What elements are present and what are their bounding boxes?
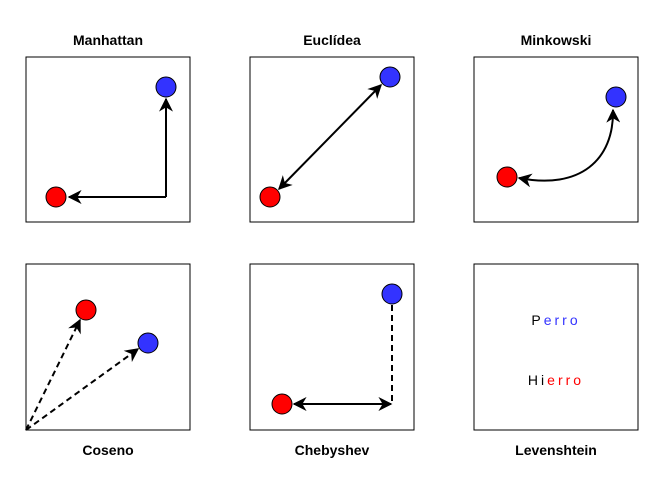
panel-title-coseno: Coseno <box>82 442 133 458</box>
word-char: r <box>558 372 566 388</box>
word-char: e <box>544 312 555 328</box>
coseno-vector-red <box>25 318 81 431</box>
panel-title-chebyshev: Chebyshev <box>295 442 370 458</box>
word-char: H <box>528 372 541 388</box>
panel-title-minkowski: Minkowski <box>521 32 592 48</box>
word-char: e <box>547 372 558 388</box>
word-char: i <box>541 372 547 388</box>
word-char: r <box>566 372 574 388</box>
word-char: r <box>562 312 570 328</box>
point-red <box>496 166 518 188</box>
panel-levenshtein: Perro Hierro Levenshtein <box>473 263 639 458</box>
point-red <box>259 186 281 208</box>
point-blue <box>155 76 177 98</box>
point-red <box>45 186 67 208</box>
panel-euclidea: Euclídea <box>249 32 415 223</box>
panel-box-minkowski <box>473 56 639 223</box>
panel-minkowski: Minkowski <box>473 32 639 223</box>
panel-manhattan: Manhattan <box>25 32 191 223</box>
levenshtein-word-1: Perro <box>531 312 580 328</box>
panel-title-euclidea: Euclídea <box>303 32 361 48</box>
point-blue <box>381 283 403 305</box>
panel-box-coseno <box>25 263 191 431</box>
panel-chebyshev: Chebyshev <box>249 263 415 458</box>
word-char: o <box>573 372 584 388</box>
point-blue <box>137 332 159 354</box>
panel-title-levenshtein: Levenshtein <box>515 442 597 458</box>
word-char: o <box>570 312 581 328</box>
point-red <box>75 299 97 321</box>
levenshtein-word-2: Hierro <box>528 372 584 388</box>
panel-title-manhattan: Manhattan <box>73 32 143 48</box>
panel-box-levenshtein <box>473 263 639 431</box>
panel-coseno: Coseno <box>25 263 191 458</box>
point-red <box>271 393 293 415</box>
coseno-vector-blue <box>25 348 140 431</box>
euclidea-double-arrow <box>278 84 382 190</box>
minkowski-curve-arrow <box>517 108 621 188</box>
word-char: r <box>555 312 563 328</box>
point-blue <box>605 86 627 108</box>
word-char: P <box>531 312 543 328</box>
point-blue <box>379 66 401 88</box>
